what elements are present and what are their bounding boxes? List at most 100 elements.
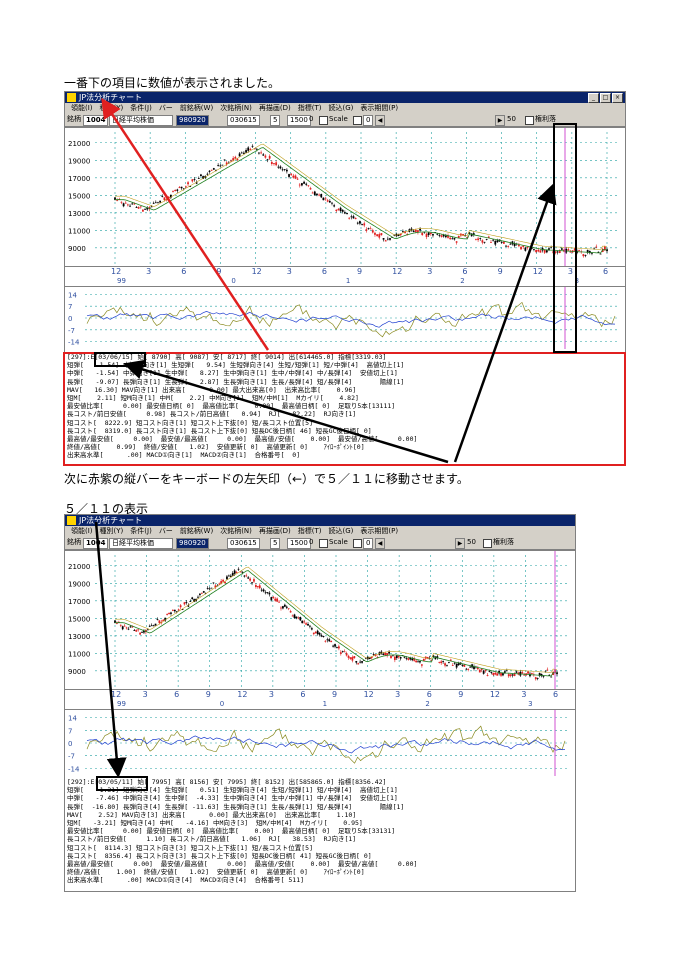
red-arrow [101,97,270,351]
candle-body [219,165,222,167]
candle-body [451,665,454,666]
oscillator-chart: 14 7 0 -7 -14 [65,286,625,349]
candle-body [476,667,479,670]
candle-body [316,193,318,196]
candle-body [405,658,408,660]
param4-input[interactable]: 0 [363,115,374,126]
bars-value: 50 [467,538,476,546]
scroll-left-button[interactable]: ◀ [375,115,385,126]
param2-input[interactable]: 1500 [287,538,311,549]
scroll-right-button[interactable]: ▶ [455,538,465,549]
date-to-select[interactable]: 030615 [227,115,260,126]
candle-body [187,182,189,185]
candle-body [393,234,396,236]
candle-body [455,663,458,668]
candle-body [266,159,269,161]
candle-body [429,232,432,235]
candle-body [343,212,346,214]
menu-item-indicator[interactable]: 指標(T) [297,527,322,535]
candle-body [277,166,280,168]
moving-average-line-2 [115,143,608,250]
stock-code-input[interactable]: 1004 [83,538,109,549]
year-label: 0 [219,700,225,708]
menu-item-jouken[interactable]: 条件(J) [130,104,152,112]
menu-item-prev-stock[interactable]: 前銘柄(W) [179,527,214,535]
kenri-checkbox[interactable] [483,539,492,548]
menu-item-period[interactable]: 表示期間(P) [360,527,399,535]
candle-body [283,604,286,607]
candle-body [309,625,311,627]
menu-item-bar[interactable]: バー [158,104,173,112]
date-to-select[interactable]: 030615 [227,538,260,549]
candle-body [299,617,302,621]
kenri-checkbox[interactable] [525,116,534,125]
candle-body [191,597,194,600]
maximize-button[interactable]: □ [600,93,611,103]
candle-body [436,233,439,235]
candle-body [288,174,290,177]
menu-item-kinou[interactable]: 領能(I) [71,527,93,535]
scroll-left-button[interactable]: ◀ [375,538,385,549]
param4-input[interactable]: 0 [363,538,374,549]
date-from-input[interactable]: 980920 [176,115,209,126]
candle-body [515,671,518,673]
candle-body [322,636,325,638]
candle-body [262,154,265,156]
scroll-right-button[interactable]: ▶ [495,115,505,126]
date-from-input[interactable]: 980920 [176,538,209,549]
menu-item-load[interactable]: 読込(G) [328,104,354,112]
candle-body [119,624,122,626]
option-checkbox[interactable] [353,116,362,125]
menu-item-period[interactable]: 表示期間(P) [360,104,399,112]
param1-input[interactable]: 5 [270,538,281,549]
candle-body [309,188,312,190]
scale-checkbox[interactable] [319,116,328,125]
x-tick-label: 9 [458,690,464,699]
candle-body [422,658,425,662]
candle-body [142,209,144,212]
menu-item-indicator[interactable]: 指標(T) [297,104,322,112]
candle-body [301,620,304,624]
scale-checkbox[interactable] [319,539,328,548]
candle-body [527,671,529,674]
candle-body [380,651,383,654]
app-icon [67,93,76,102]
candle-body [359,221,361,224]
candle-body [496,673,499,676]
option-checkbox[interactable] [353,539,362,548]
candle-body [123,625,126,627]
indicator-line: MAV[ 2.52] MAV向き[3] 出来高[ 0.00] 最大出来高[0] … [67,810,357,819]
indicator-line: 最高値/最安値[ 0.00] 最安値/最高値[ 0.00] 最高値/安値[ 0.… [67,860,418,869]
close-button[interactable]: × [612,93,623,103]
minimize-button[interactable]: _ [588,93,599,103]
x-tick-label: 3 [395,690,401,699]
menu-item-jouken[interactable]: 条件(J) [130,527,152,535]
x-tick-label: 3 [286,267,292,276]
candle-body [258,152,260,154]
menu-item-next-stock[interactable]: 次銘柄(N) [220,104,252,112]
candle-body [262,589,265,592]
stock-code-input[interactable]: 1004 [83,115,109,126]
candle-body [509,674,512,676]
kenri-label: 権利落 [535,115,556,123]
param2-input[interactable]: 1500 [287,115,311,126]
candle-body [455,241,458,243]
menu-item-redraw[interactable]: 再描画(D) [258,527,291,535]
menu-item-next-stock[interactable]: 次銘柄(N) [220,527,252,535]
candle-body [494,240,497,245]
candle-body [550,247,553,249]
menu-item-redraw[interactable]: 再描画(D) [258,104,291,112]
candle-body [333,205,336,207]
candle-body [522,245,525,247]
menu-item-kinou[interactable]: 領能(I) [71,104,93,112]
candle-body [296,178,299,180]
param1-input[interactable]: 5 [270,115,281,126]
candle-body [351,657,354,661]
menu-item-bar[interactable]: バー [158,527,173,535]
menu-item-shubetsu[interactable]: 種別(Y) [99,527,124,535]
menu-item-load[interactable]: 読込(G) [328,527,354,535]
candle-body [324,640,327,642]
candle-body [367,228,370,229]
candle-body [290,173,293,175]
menu-item-prev-stock[interactable]: 前銘柄(W) [179,104,214,112]
